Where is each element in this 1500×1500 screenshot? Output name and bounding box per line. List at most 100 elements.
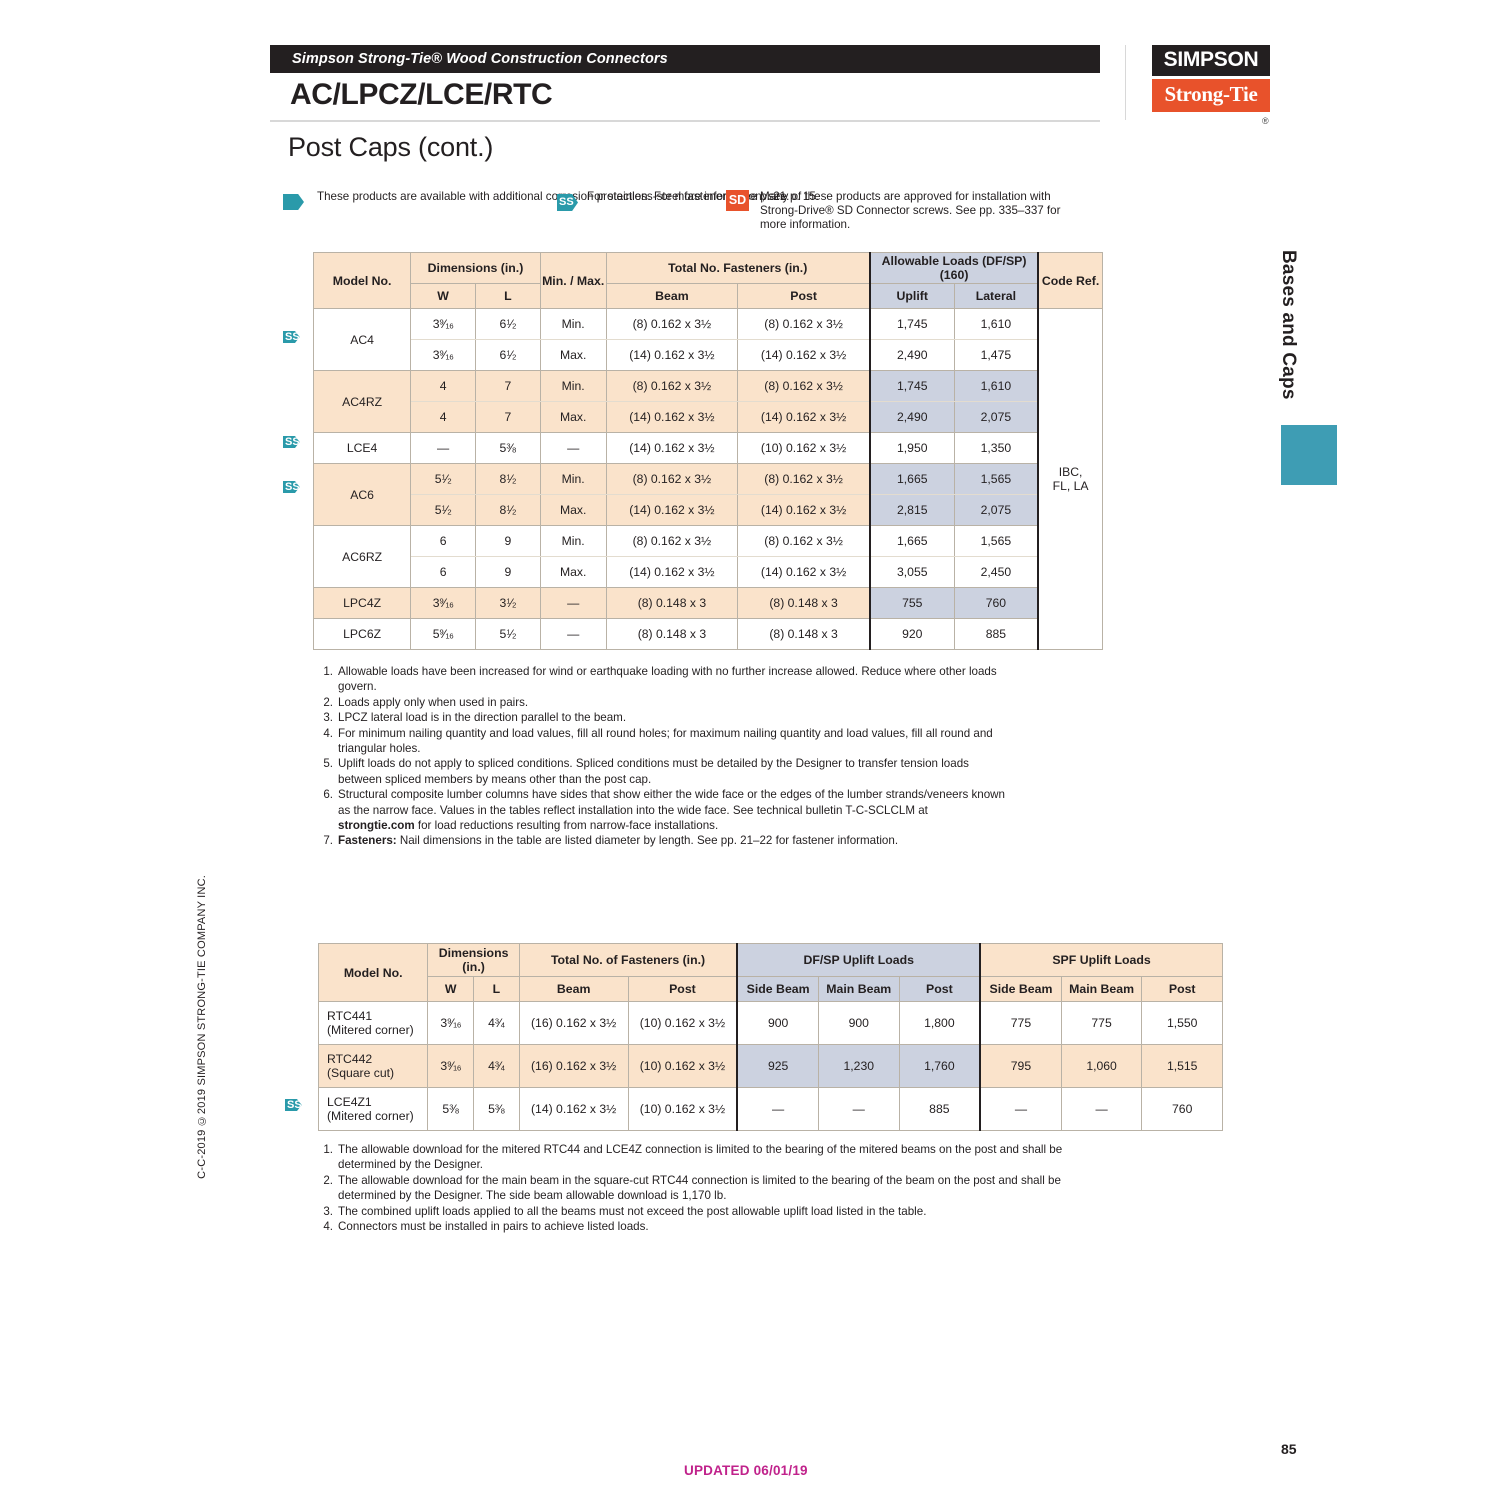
cell-uplift: 3,055 [868, 556, 955, 588]
note-item: 7. Fasteners: Nail dimensions in the tabl… [316, 833, 1006, 848]
cell-w: 4 [410, 370, 476, 402]
cell-df-post: 1,800 [898, 1001, 982, 1045]
cell-l: 81⁄2 [474, 463, 541, 495]
table-rtc: Model No. Dimensions (in.) Total No. of … [317, 943, 1224, 1131]
cell-min-max: — [539, 587, 607, 619]
table-row: 51⁄2 81⁄2 Max. (14) 0.162 x 3½ (14) 0.162 x … [314, 494, 1103, 526]
cell-post-fasteners: (10) 0.162 x 3½ [627, 1044, 738, 1088]
section-title: Post Caps (cont.) [288, 132, 494, 162]
cell-lateral: 1,565 [953, 463, 1040, 495]
cell-beam-fasteners: (8) 0.162 x 3½ [605, 370, 739, 402]
table2-head: Model No. Dimensions (in.) Total No. of … [317, 943, 1224, 1002]
th2-dimensions: Dimensions (in.) [427, 943, 520, 977]
cell-beam-fasteners: (8) 0.148 x 3 [605, 618, 739, 650]
th-uplift: Uplift [868, 283, 955, 309]
cell-spf-side-beam: 795 [979, 1044, 1062, 1088]
cell-code-ref: IBC, FL, LA [1037, 308, 1104, 650]
cell-min-max: Min. [539, 525, 607, 557]
note-text: Connectors must be installed in pairs to… [338, 1220, 649, 1234]
table-row: AC6RZ 6 9 Min. (8) 0.162 x 3½ (8) 0.162 x 3½ 1… [312, 525, 1103, 588]
th2-model-no: Model No. [317, 943, 429, 1002]
row-badge-stainless: SS [283, 477, 300, 496]
cell-lateral: 2,075 [953, 401, 1040, 433]
note-item: 5. Uplift loads do not apply to spliced c… [316, 756, 1006, 787]
table-row: AC6 51⁄2 81⁄2 Min. (8) 0.162 x 3½ (8) 0.162 x… [312, 463, 1103, 526]
note-item: 3. LPCZ lateral load is in the direction … [316, 710, 1006, 725]
table2-header-row-2: W L Beam Post Side Beam Main Beam Post S… [319, 976, 1223, 1002]
cell-beam-fasteners: (8) 0.162 x 3½ [605, 525, 739, 557]
cell-df-main-beam: — [817, 1087, 900, 1131]
cell-model-no: LPC6Z [312, 618, 412, 650]
cell-model-no: LPC4Z [312, 587, 412, 619]
cell-post-fasteners: (14) 0.162 x 3½ [737, 556, 871, 588]
note-number: 4. [323, 1220, 333, 1234]
cell-post-fasteners: (8) 0.162 x 3½ [737, 463, 871, 495]
note-number: 3. [323, 711, 333, 725]
corrosion-tag-icon [283, 194, 304, 210]
cell-w: 39⁄16 [427, 1044, 475, 1088]
th-code-ref: Code Ref. [1037, 252, 1104, 309]
cell-spf-main-beam: — [1060, 1087, 1143, 1131]
th-post: Post [737, 283, 871, 309]
cell-post-fasteners: (10) 0.162 x 3½ [627, 1087, 738, 1131]
cell-min-max: Max. [539, 339, 607, 371]
th2-spf-post: Post [1141, 976, 1223, 1002]
th-total-fasteners: Total No. Fasteners (in.) [605, 252, 871, 284]
cell-model-no: LCE4Z1 (Mitered corner) [317, 1087, 429, 1131]
cell-post-fasteners: (8) 0.148 x 3 [737, 587, 871, 619]
cell-post-fasteners: (8) 0.148 x 3 [737, 618, 871, 650]
cell-model-no: AC6RZ [312, 525, 412, 588]
th2-w: W [427, 976, 475, 1002]
cell-w: 39⁄16 [410, 587, 476, 619]
cell-uplift: 1,745 [868, 308, 955, 340]
cell-uplift: 920 [868, 618, 955, 650]
cell-uplift: 1,665 [868, 463, 955, 495]
table-row: LPC4Z 39⁄16 31⁄2— (8) 0.148 x 3 (8) 0.148 x … [312, 587, 1103, 619]
legend-item-strong-drive: SD Many of these products are approved f… [726, 190, 1083, 232]
cell-spf-side-beam: 775 [979, 1001, 1062, 1045]
table-row: AC4 39⁄16 61⁄2 Min. (8) 0.162 x 3½ (8) 0.162 … [312, 308, 1104, 650]
cell-l: 7 [474, 401, 541, 433]
row-badge-stainless: SS [283, 432, 300, 451]
cell-spf-side-beam: — [979, 1087, 1062, 1131]
logo-divider [1125, 45, 1126, 120]
cell-lateral: 2,075 [953, 494, 1040, 526]
cell-l: 7 [474, 370, 541, 402]
note-number: 2. [323, 1173, 333, 1187]
note-item: 2. The allowable download for the main be… [316, 1173, 1106, 1204]
cell-beam-fasteners: (8) 0.148 x 3 [605, 587, 739, 619]
th-dimensions: Dimensions (in.) [410, 252, 541, 284]
cell-df-side-beam: 925 [736, 1044, 819, 1088]
cell-w: 39⁄16 [410, 339, 476, 371]
cell-beam-fasteners: (16) 0.162 x 3½ [518, 1001, 629, 1045]
cell-min-max: Max. [539, 556, 607, 588]
note-text: The allowable download for the main beam… [338, 1173, 1061, 1203]
table-row: LPC6Z 59⁄16 51⁄2— (8) 0.148 x 3 (8) 0.148 x … [312, 618, 1103, 650]
legend: These products are available with additi… [283, 188, 1083, 234]
note-number: 1. [323, 1143, 333, 1156]
legend-strong-drive-text: Many of these products are approved for … [760, 190, 1061, 232]
th2-df-main-beam: Main Beam [817, 976, 900, 1002]
cell-lateral: 1,610 [953, 308, 1040, 340]
th-min-max: Min. / Max. [539, 252, 607, 309]
cell-df-main-beam: 900 [817, 1001, 900, 1045]
cell-min-max: Max. [539, 494, 607, 526]
th2-spf-main-beam: Main Beam [1060, 976, 1143, 1002]
cell-lateral: 1,350 [953, 432, 1040, 464]
cell-min-max: Max. [539, 401, 607, 433]
note-text: Allowable loads have been increased for … [338, 665, 997, 694]
cell-model-no: RTC441 (Mitered corner) [317, 1001, 429, 1045]
ss-tag-icon: SS [285, 1099, 302, 1111]
row-badge-stainless: SS [285, 1095, 302, 1114]
table-post-caps-wrapper: Model No. Dimensions (in.) Min. / Max. T… [312, 252, 1104, 650]
note-item: 4. Connectors must be installed in pairs … [316, 1219, 1106, 1234]
note-number: 1. [323, 665, 333, 678]
cell-df-side-beam: 900 [736, 1001, 819, 1045]
cell-uplift: 2,490 [868, 401, 955, 433]
cell-post-fasteners: (14) 0.162 x 3½ [737, 494, 871, 526]
logo-registered-mark: ® [1262, 116, 1269, 126]
side-tab-label: Bases and Caps [1278, 250, 1299, 400]
cell-beam-fasteners: (8) 0.162 x 3½ [605, 308, 739, 340]
cell-model-no: AC4RZ [312, 370, 412, 433]
note-text: For minimum nailing quantity and load va… [338, 726, 993, 756]
